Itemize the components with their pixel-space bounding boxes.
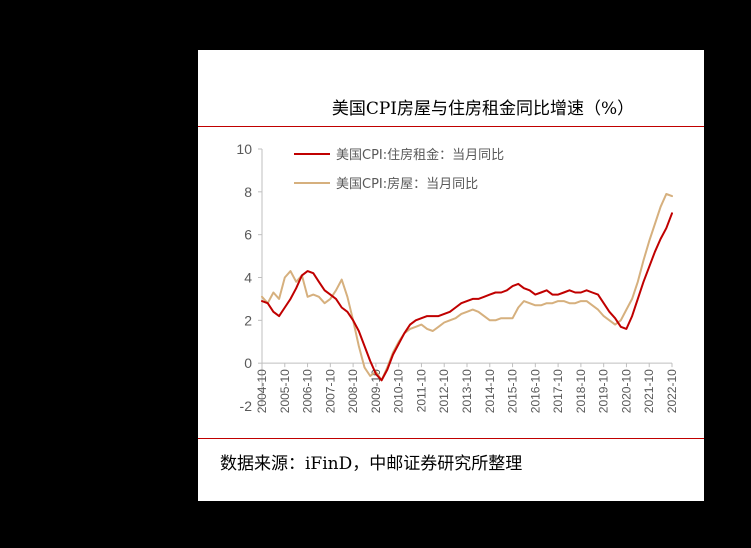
x-tick-label: 2016-10 [528,369,542,413]
x-tick-label: 2013-10 [460,369,474,413]
series-line-housing [261,193,673,382]
x-tick-label: 2006-10 [301,369,315,413]
y-tick-label: 6 [244,227,252,243]
source-divider [198,438,704,439]
x-tick-label: 2014-10 [483,369,497,413]
legend-label: 美国CPI:住房租金：当月同比 [336,147,504,163]
x-tick-label: 2009-10 [369,369,383,413]
title-divider [198,126,704,127]
x-tick-label: 2017-10 [551,369,565,413]
x-tick-label: 2018-10 [574,369,588,413]
y-tick-label: -2 [240,398,253,414]
x-tick-label: 2011-10 [414,369,428,412]
source-note: 数据来源：iFinD，中邮证券研究所整理 [220,454,523,474]
x-tick-label: 2020-10 [619,369,633,413]
line-chart: -2 0 2 4 6 8 10 2004-10 2005-10 2006-10 2007-10 200… [236,141,679,414]
x-tick-label: 2010-10 [392,369,406,413]
x-tick-label: 2012-10 [437,369,451,413]
x-tick-label: 2015-10 [506,369,520,413]
legend-label: 美国CPI:房屋：当月同比 [336,176,478,192]
x-tick-label: 2019-10 [597,369,611,413]
x-tick-label: 2021-10 [642,369,656,413]
x-tick-label: 2007-10 [323,369,337,413]
y-tick-label: 0 [244,355,252,371]
y-tick-label: 8 [244,184,252,200]
y-tick-label: 4 [244,270,252,286]
y-tick-label: 10 [236,141,252,157]
x-tick-label: 2008-10 [346,369,360,413]
series-line-rent [261,212,673,382]
chart-title: 美国CPI房屋与住房租金同比增速（%） [331,99,635,119]
chart-panel: 美国CPI房屋与住房租金同比增速（%） -2 0 2 4 6 8 10 2004-10 2005… [198,50,704,501]
x-tick-label: 2022-10 [665,369,679,413]
x-tick-label: 2005-10 [278,369,292,413]
y-tick-label: 2 [244,312,252,328]
x-tick-label: 2004-10 [255,369,269,413]
